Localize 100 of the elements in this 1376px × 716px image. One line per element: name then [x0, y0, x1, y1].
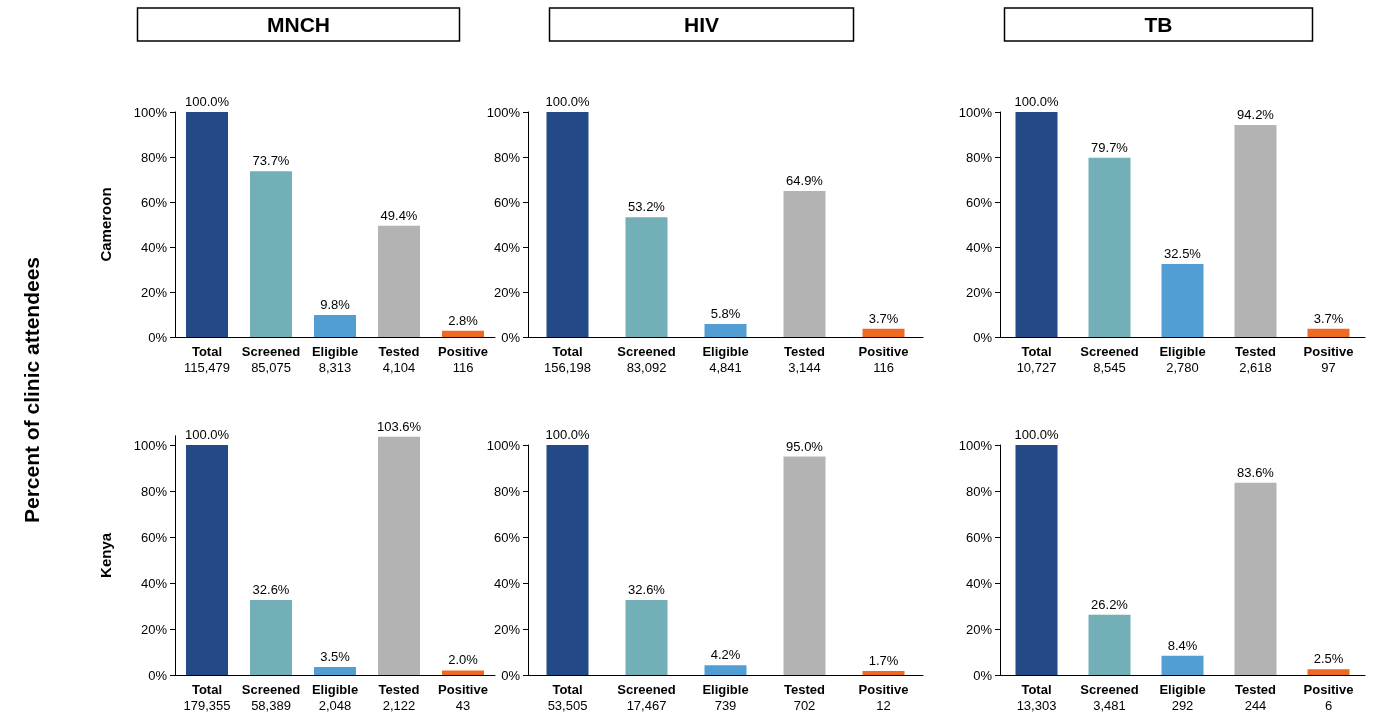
y-tick-label: 100% — [133, 437, 168, 453]
bar — [442, 330, 484, 337]
bar — [1307, 669, 1350, 675]
y-tick-label: 80% — [965, 149, 993, 165]
y-tick-label: 60% — [493, 529, 521, 545]
bar — [1015, 445, 1058, 675]
x-tick-label: Tested 2,618 — [1235, 343, 1277, 375]
y-tick-label: 80% — [965, 483, 993, 499]
bar — [1234, 482, 1277, 675]
y-tick-label: 40% — [493, 575, 521, 591]
y-tick-label: 0% — [501, 667, 521, 683]
data-label: 3.7% — [868, 310, 899, 326]
y-tick-label: 100% — [133, 104, 168, 120]
data-label: 3.5% — [320, 648, 351, 664]
x-tick-label: Screened 85,075 — [241, 343, 301, 375]
bar — [186, 112, 228, 337]
x-tick-label: Positive 116 — [858, 343, 909, 375]
x-tick-label: Total 179,355 — [183, 681, 231, 713]
y-tick-label: 100% — [958, 104, 993, 120]
x-tick-label: Total 53,505 — [547, 681, 588, 713]
x-tick-label: Eligible 2,048 — [311, 681, 359, 713]
bar — [1088, 157, 1131, 337]
x-tick-label: Positive 43 — [438, 681, 488, 713]
data-label: 9.8% — [320, 296, 351, 312]
y-tick-label: 20% — [493, 284, 521, 300]
y-tick-label: 60% — [965, 194, 993, 210]
y-axis-title: Cameroon — [97, 187, 114, 262]
x-tick-label: Screened 83,092 — [617, 343, 676, 375]
data-label: 26.2% — [1091, 596, 1129, 612]
y-tick-label: 40% — [140, 575, 168, 591]
text: Percent of clinic attendees — [20, 256, 45, 524]
data-label: 2.0% — [448, 652, 479, 668]
x-tick-label: Tested 3,144 — [784, 343, 826, 375]
x-tick-label: Total 10,727 — [1016, 343, 1057, 375]
bar — [442, 670, 484, 675]
x-tick-label: Total 13,303 — [1016, 681, 1057, 713]
x-tick-label: Tested 702 — [784, 681, 826, 713]
bar — [625, 600, 668, 675]
bar — [1234, 125, 1277, 337]
data-label: 83.6% — [1237, 464, 1275, 480]
x-tick-label: Tested 244 — [1235, 681, 1277, 713]
y-tick-label: 60% — [140, 194, 168, 210]
chart-title: MNCH — [267, 13, 330, 36]
bar — [783, 190, 826, 337]
y-tick-label: 60% — [493, 194, 521, 210]
bar — [704, 323, 747, 337]
y-axis-title: Kenya — [97, 532, 114, 578]
bar — [250, 600, 292, 675]
bar — [314, 314, 356, 337]
y-tick-label: 40% — [140, 239, 168, 255]
data-label: 2.8% — [448, 312, 479, 328]
bar — [862, 328, 905, 337]
data-label: 103.6% — [376, 418, 422, 434]
y-tick-label: 40% — [965, 575, 993, 591]
data-label: 4.2% — [710, 647, 741, 663]
y-tick-label: 80% — [493, 483, 521, 499]
y-tick-label: 0% — [973, 667, 993, 683]
y-tick-label: 80% — [140, 483, 168, 499]
y-tick-label: 40% — [965, 239, 993, 255]
data-label: 32.5% — [1164, 245, 1202, 261]
x-tick-label: Eligible 2,780 — [1159, 343, 1206, 375]
bar — [704, 665, 747, 675]
bar — [862, 671, 905, 675]
data-label: 79.7% — [1091, 139, 1129, 155]
x-tick-label: Positive 6 — [1303, 681, 1354, 713]
data-label: 1.7% — [868, 653, 899, 669]
y-tick-label: 20% — [140, 621, 168, 637]
y-tick-label: 60% — [965, 529, 993, 545]
y-tick-label: 20% — [140, 284, 168, 300]
bar — [250, 171, 292, 337]
bar — [546, 445, 589, 675]
y-tick-label: 0% — [501, 329, 521, 345]
data-label: 100.0% — [1014, 94, 1059, 109]
data-label: 32.6% — [252, 582, 290, 598]
bar — [378, 225, 420, 337]
x-tick-label: Screened 3,481 — [1080, 681, 1139, 713]
y-tick-label: 20% — [965, 621, 993, 637]
data-label: 94.2% — [1237, 107, 1275, 123]
y-tick-label: 40% — [493, 239, 521, 255]
y-tick-label: 60% — [140, 529, 168, 545]
data-label: 64.9% — [786, 172, 824, 188]
bar — [378, 436, 420, 675]
bar — [1161, 655, 1204, 675]
x-tick-label: Tested 4,104 — [378, 343, 420, 375]
bar — [1161, 263, 1204, 337]
data-label: 53.2% — [628, 199, 666, 215]
x-tick-label: Eligible 8,313 — [311, 343, 359, 375]
y-tick-label: 0% — [973, 329, 993, 345]
x-tick-label: Tested 2,122 — [378, 681, 420, 713]
y-tick-label: 80% — [493, 149, 521, 165]
chart-title: HIV — [683, 13, 720, 36]
y-tick-label: 20% — [493, 621, 521, 637]
bar — [625, 217, 668, 337]
data-label: 73.7% — [252, 153, 290, 169]
y-tick-label: 100% — [486, 104, 521, 120]
x-tick-label: Positive 12 — [858, 681, 909, 713]
y-tick-label: 0% — [148, 329, 168, 345]
x-tick-label: Positive 116 — [438, 343, 488, 375]
y-tick-label: 100% — [958, 437, 993, 453]
y-tick-label: 20% — [965, 284, 993, 300]
